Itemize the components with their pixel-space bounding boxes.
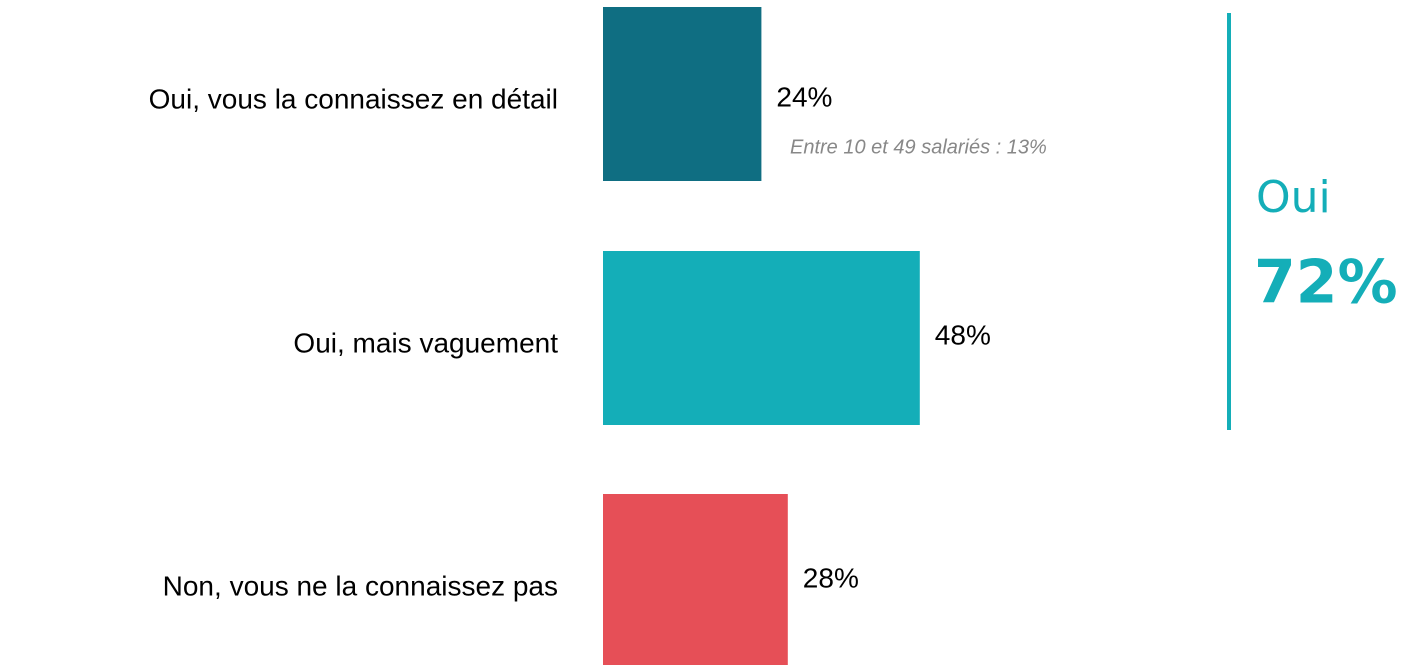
category-label: Oui, mais vaguement [293,327,558,358]
category-label: Non, vous ne la connaissez pas [163,570,558,601]
category-label: Oui, vous la connaissez en détail [149,83,558,114]
value-label: 28% [803,562,859,593]
annotation: Entre 10 et 49 salariés : 13% [790,136,1047,158]
summary-label: Oui [1256,172,1331,223]
value-label: 48% [935,319,991,350]
summary-value: 72% [1254,248,1398,318]
bar [603,251,920,425]
bar [603,494,788,665]
bar [603,7,762,181]
value-label: 24% [776,81,832,112]
